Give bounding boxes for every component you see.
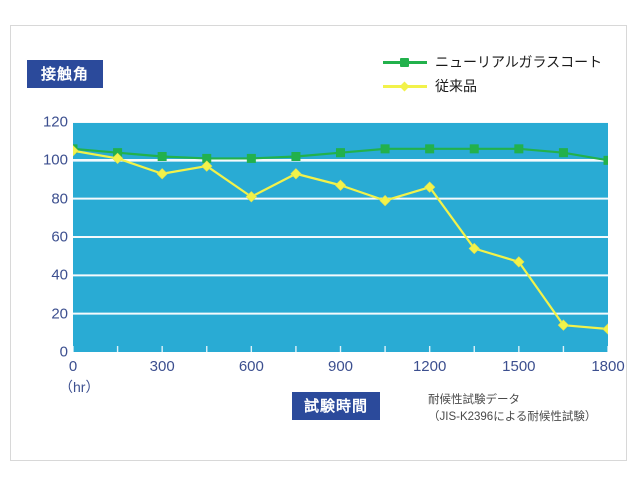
legend-item-conventional-product: 従来品 — [383, 74, 633, 98]
y-tick-label-80: 80 — [51, 190, 68, 208]
y-tick-label-60: 60 — [51, 228, 68, 246]
x-tick-label-0: 0 — [68, 358, 78, 375]
y-tick-label-100: 100 — [42, 151, 68, 169]
y-tick-label-20: 20 — [51, 305, 68, 323]
legend-swatch-green-line-icon — [383, 55, 427, 69]
x-tick-label-300: 300 — [149, 358, 175, 375]
y-axis-title-badge: 接触角 — [27, 60, 103, 88]
x-tick-label-1500: 1500 — [502, 358, 536, 375]
y-tick-label-0: 0 — [59, 343, 68, 361]
y-tick-label-40: 40 — [51, 266, 68, 284]
x-tick-label-1200: 1200 — [412, 358, 447, 375]
x-tick-label-1800: 1800 — [591, 358, 625, 375]
y-tick-label-120: 120 — [42, 113, 68, 131]
plot-area — [73, 122, 608, 352]
x-axis-tick-labels: 0 300 600 900 1200 1500 1800 — [69, 358, 625, 380]
caption-line-1: 耐候性試験データ — [428, 394, 520, 406]
x-axis-unit-label: （hr） — [59, 379, 100, 395]
x-tick-label-600: 600 — [238, 358, 264, 375]
caption-line-2: （JIS-K2396による耐候性試験） — [428, 410, 597, 423]
y-axis-tick-labels: 0 20 40 60 80 100 120 — [16, 114, 68, 361]
plot-svg — [73, 122, 608, 352]
chart-legend: ニューリアルガラスコート 従来品 — [383, 50, 633, 98]
x-tick-label-900: 900 — [327, 358, 354, 375]
x-axis-title-badge: 試験時間 — [292, 392, 380, 420]
chart-caption: 耐候性試験データ （JIS-K2396による耐候性試験） — [428, 392, 596, 425]
legend-label-new-real-glass-coat: ニューリアルガラスコート — [435, 54, 603, 70]
legend-item-new-real-glass-coat: ニューリアルガラスコート — [383, 50, 633, 74]
legend-swatch-yellow-line-icon — [383, 79, 427, 93]
legend-label-conventional-product: 従来品 — [435, 78, 477, 94]
